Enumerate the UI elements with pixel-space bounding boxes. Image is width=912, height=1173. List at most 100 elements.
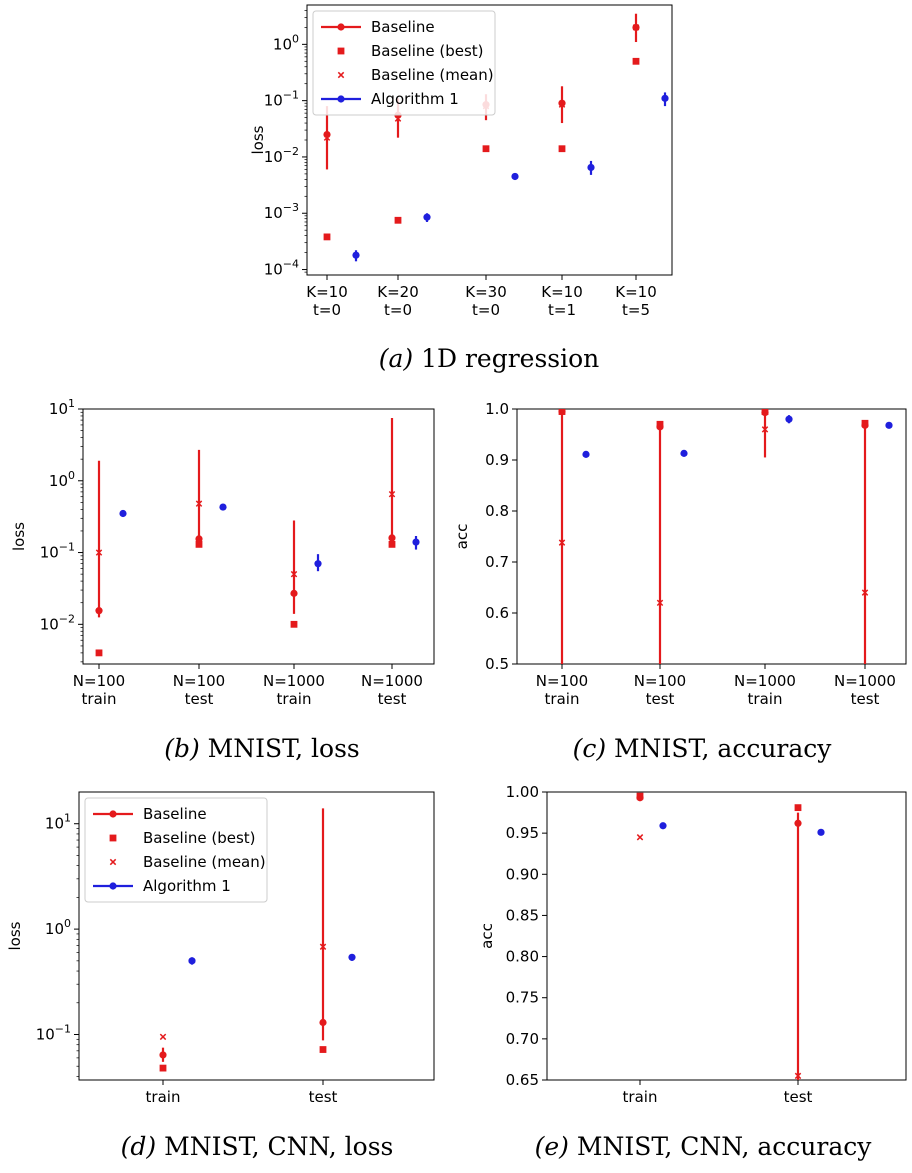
algorithm-point (582, 450, 590, 458)
chart-a: 10−410−310−210−1100lossK=10t=0K=20t=0K=3… (249, 4, 673, 373)
baseline-mean-point (761, 426, 769, 433)
y-tick-label: 0.95 (506, 824, 539, 842)
baseline-best-point (388, 540, 396, 548)
x-tick-label: t=0 (472, 301, 500, 319)
y-tick-label: 0.80 (506, 948, 539, 966)
caption-label: (a) (379, 344, 413, 373)
y-tick-label: 101 (45, 812, 71, 833)
y-tick-label: 0.5 (485, 655, 509, 673)
x-tick-label: train (748, 690, 783, 708)
y-tick-exponent: −1 (283, 89, 299, 102)
algorithm-point (352, 251, 360, 259)
y-tick-exponent: 0 (292, 32, 299, 45)
caption-text: 1D regression (413, 344, 599, 373)
legend-baseline-mean-marker (337, 71, 345, 79)
x-tick-label: N=100 (73, 672, 125, 690)
x-tick-label: t=5 (622, 301, 650, 319)
baseline-best-point (195, 540, 203, 548)
algorithm-point (314, 560, 322, 568)
x-tick-label: N=100 (634, 672, 686, 690)
y-tick-label: 10−2 (40, 612, 75, 633)
x-tick-label: train (277, 690, 312, 708)
legend: Baseline Baseline (best) Baseline (mean) Al… (312, 10, 496, 116)
y-tick-base: 10 (49, 400, 68, 418)
y-tick-base: 10 (264, 148, 283, 166)
data-layer (323, 13, 669, 262)
baseline-mean-point (636, 834, 644, 841)
legend-baseline-best-label: Baseline (best) (371, 42, 484, 60)
y-tick-base: 10 (45, 920, 64, 938)
x-tick-label: t=0 (384, 301, 412, 319)
y-tick-label: 101 (49, 397, 75, 418)
x-tick-label: N=1000 (734, 672, 796, 690)
baseline-best-point (319, 1046, 327, 1053)
caption-text: MNIST, loss (200, 734, 360, 763)
y-tick-exponent: −4 (283, 258, 299, 271)
x-tick-label: train (545, 690, 580, 708)
algorithm-point (219, 503, 227, 511)
y-axis-label: acc (478, 923, 496, 949)
baseline-point (558, 409, 566, 416)
x-tick-label: t=1 (548, 301, 576, 319)
x-tick-label: train (146, 1088, 181, 1106)
y-tick-base: 10 (36, 1025, 55, 1043)
y-tick-label: 10−3 (264, 201, 299, 222)
data-layer (95, 417, 420, 657)
y-tick-label: 0.85 (506, 906, 539, 924)
algorithm-point (661, 94, 669, 102)
chart-c: 0.50.60.70.80.91.0accN=100trainN=100test… (453, 400, 907, 763)
algorithm-point (659, 822, 667, 830)
y-tick-base: 10 (273, 35, 292, 53)
legend-baseline-mean-marker (109, 858, 117, 866)
caption-text: MNIST, CNN, accuracy (569, 1132, 872, 1161)
x-tick-label: N=1000 (361, 672, 423, 690)
y-tick-label: 0.8 (485, 502, 509, 520)
x-tick-label: test (309, 1088, 338, 1106)
legend-box (84, 797, 268, 903)
y-tick-label: 0.65 (506, 1071, 539, 1089)
x-tick-label: test (185, 690, 214, 708)
baseline-mean-point (388, 490, 396, 498)
baseline-point (636, 794, 644, 802)
x-tick-label: train (82, 690, 117, 708)
baseline-mean-point (319, 943, 327, 950)
baseline-point (159, 1051, 167, 1059)
baseline-mean-point (794, 1072, 802, 1080)
x-tick-label: K=10 (306, 283, 348, 301)
x-tick-label: test (784, 1088, 813, 1106)
x-tick-label: train (623, 1088, 658, 1106)
x-tick-label: K=10 (541, 283, 583, 301)
algorithm-point (587, 163, 595, 172)
algorithm-point (511, 172, 519, 181)
caption-text: MNIST, accuracy (606, 734, 832, 763)
x-tick-label: test (378, 690, 407, 708)
baseline-point (195, 535, 203, 543)
baseline-point (558, 99, 566, 107)
chart-b: 10−210−1100101lossN=100trainN=100testN=1… (10, 397, 435, 763)
y-tick-base: 10 (264, 261, 283, 279)
y-axis-label: loss (6, 921, 24, 950)
data-layer (159, 808, 356, 1072)
baseline-point (290, 589, 298, 597)
baseline-mean-point (656, 599, 664, 607)
caption-label: (b) (164, 734, 200, 763)
y-tick-exponent: 1 (64, 812, 71, 825)
y-tick-label: 0.90 (506, 865, 539, 883)
baseline-mean-point (290, 570, 298, 578)
y-tick-exponent: −1 (55, 1022, 71, 1035)
baseline-best-point (558, 145, 566, 153)
baseline-mean-point (195, 500, 203, 507)
legend-box (312, 10, 496, 116)
caption-c: (c) MNIST, accuracy (573, 734, 833, 763)
algorithm-point (680, 449, 688, 457)
y-axis-label: acc (453, 524, 471, 550)
baseline-point (323, 130, 331, 139)
legend-algorithm-marker (109, 882, 117, 890)
caption-text: MNIST, CNN, loss (156, 1132, 393, 1161)
x-tick-label: test (646, 690, 675, 708)
x-tick-label: N=1000 (263, 672, 325, 690)
axes-frame (82, 408, 435, 665)
y-tick-exponent: −2 (59, 612, 75, 625)
algorithm-point (885, 421, 893, 429)
x-tick-label: K=10 (615, 283, 657, 301)
